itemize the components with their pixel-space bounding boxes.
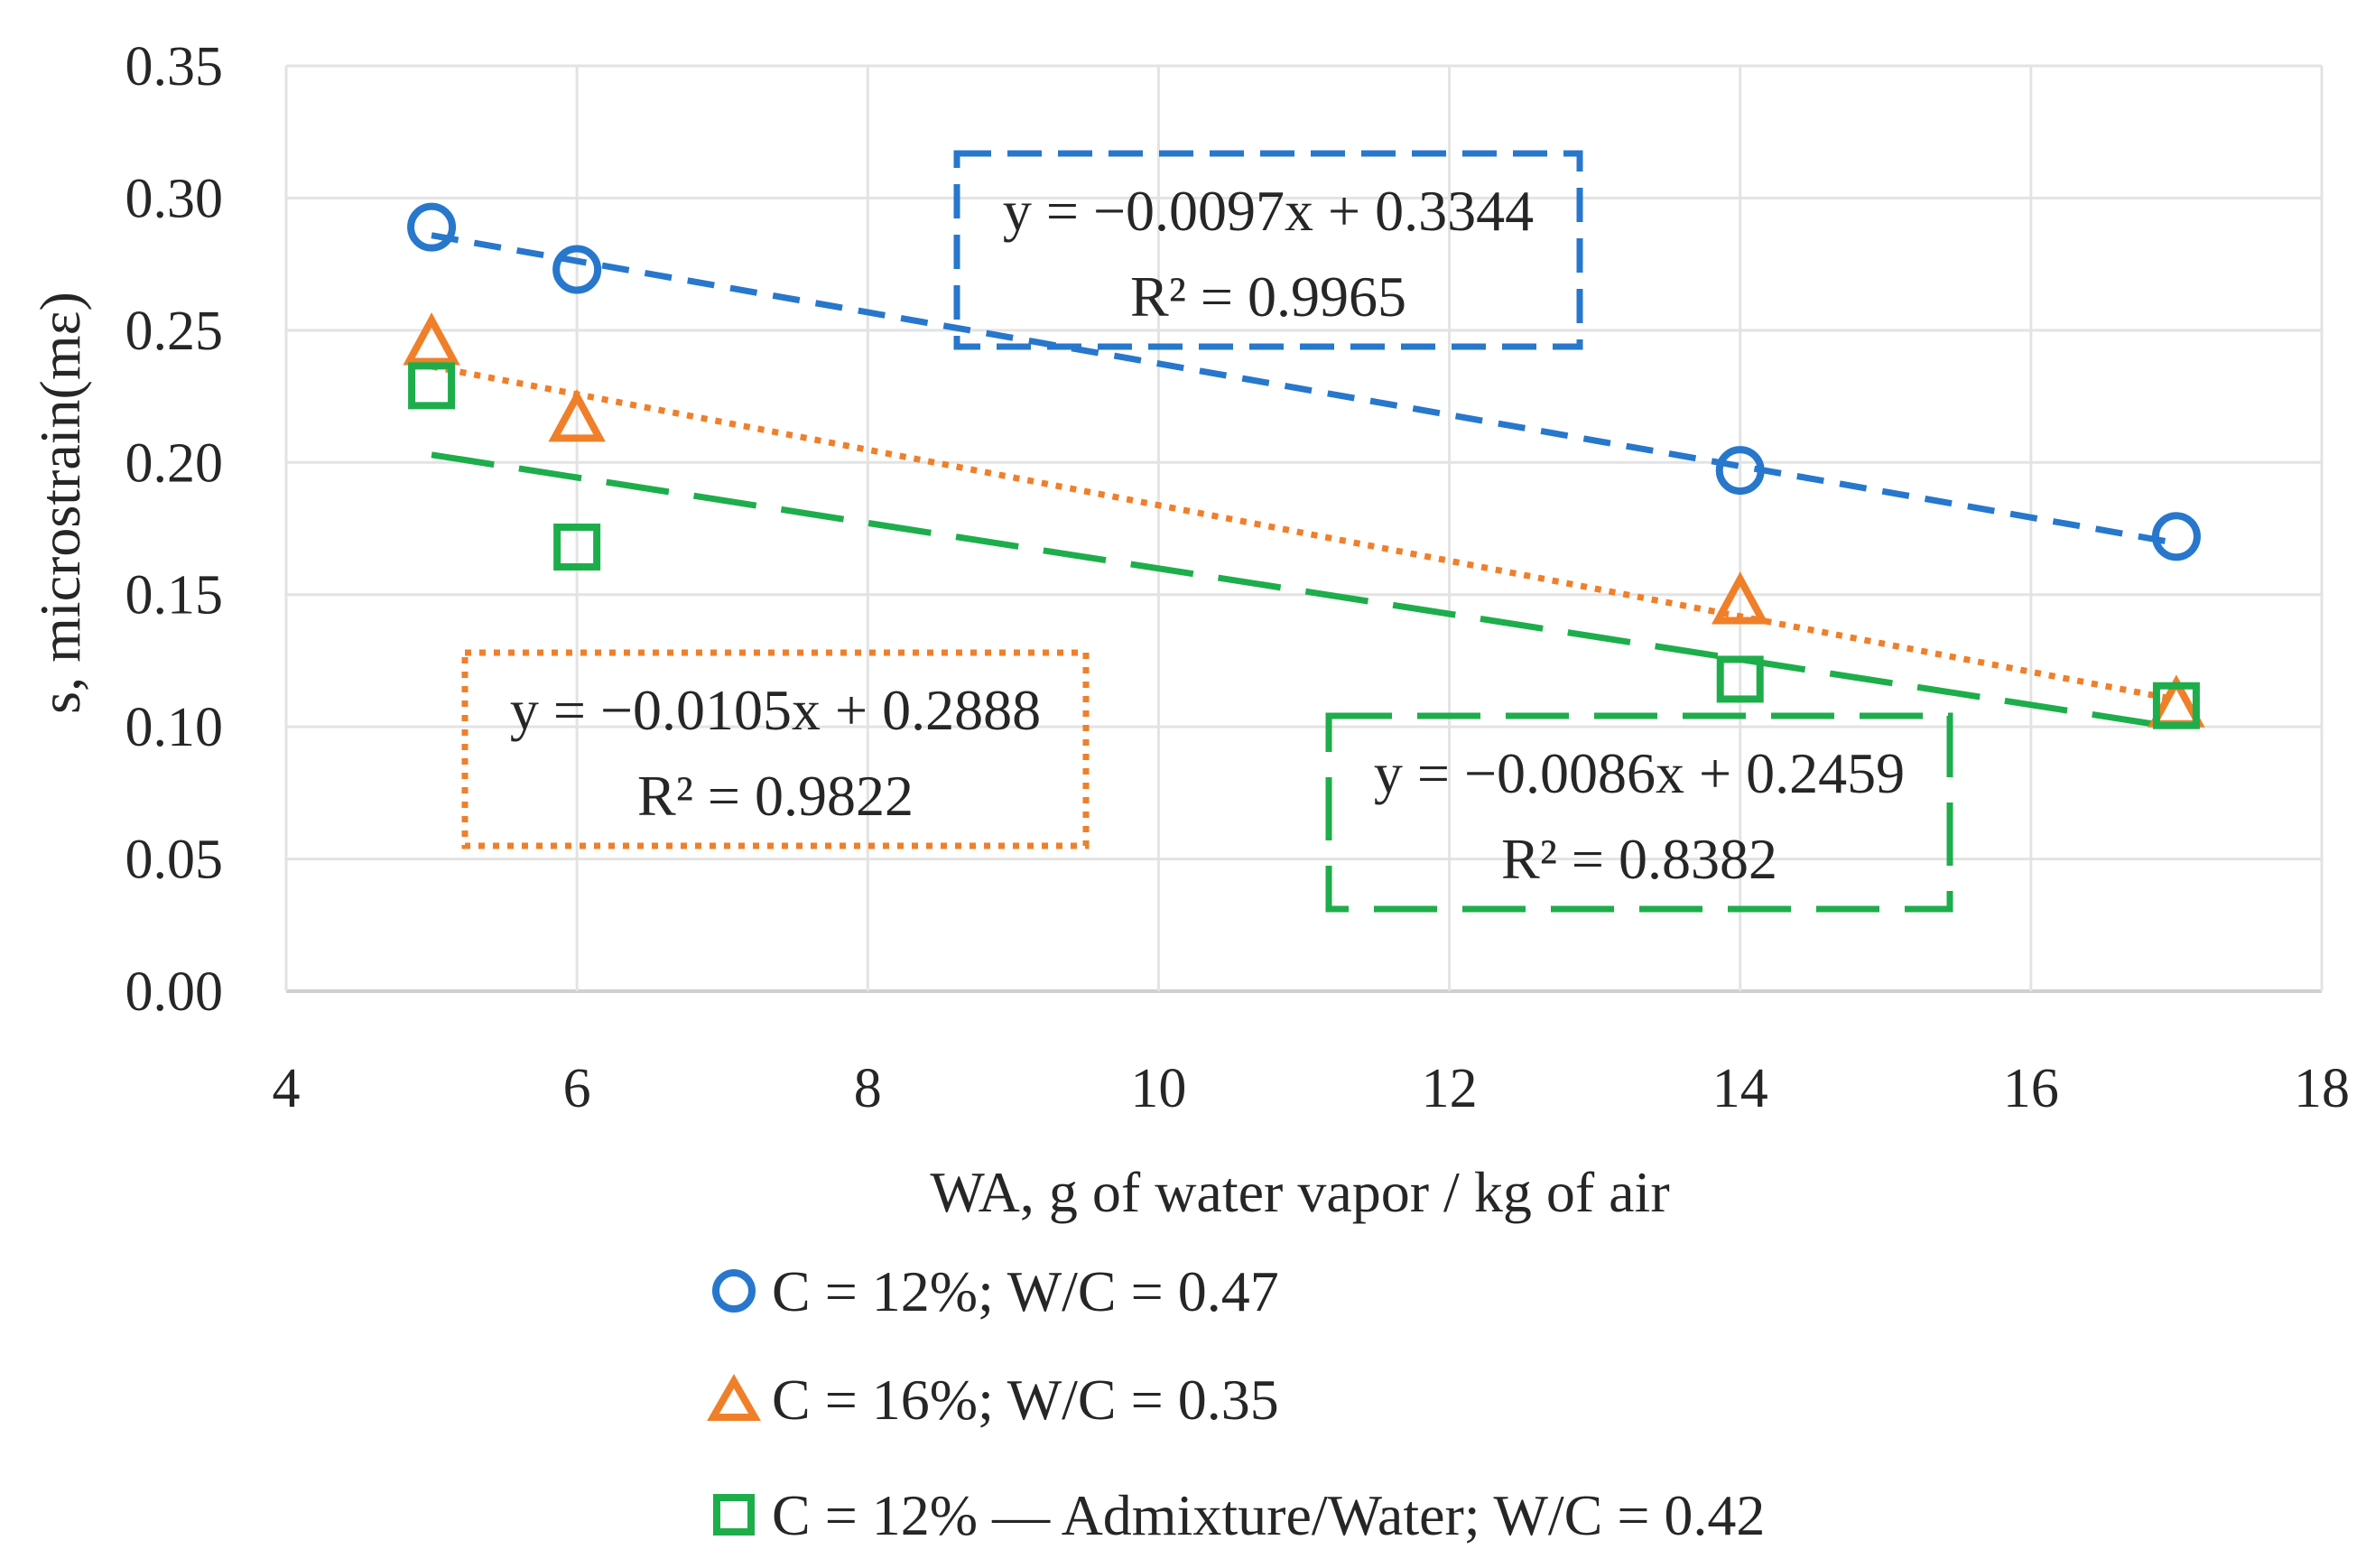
x-tick-label: 8 <box>854 1058 882 1119</box>
trendline-series-2 <box>431 363 2177 703</box>
equation-box-series-3 <box>1325 712 1953 913</box>
x-axis-title: WA, g of water vapor / kg of air <box>930 1160 1669 1224</box>
y-tick-label: 0.15 <box>125 565 224 626</box>
data-point-series-2 <box>403 312 460 366</box>
legend-square-icon <box>713 1494 755 1536</box>
trendline-series-1 <box>431 232 2177 547</box>
y-tick-label: 0.25 <box>125 301 224 362</box>
trendlines <box>431 232 2177 731</box>
x-tick-label: 12 <box>1422 1058 1478 1119</box>
r-squared-series-2: R² = 0.9822 <box>637 764 914 828</box>
y-tick-label: 0.00 <box>125 961 224 1023</box>
legend-label-series-1: C = 12%; W/C = 0.47 <box>772 1259 1279 1323</box>
r-squared-series-1: R² = 0.9965 <box>1130 264 1406 329</box>
x-axis-ticks: 4 6 8 10 12 14 16 18 <box>273 1058 2351 1119</box>
trendline-series-3 <box>431 451 2177 731</box>
data-point-series-3 <box>2152 682 2200 729</box>
y-tick-label: 0.35 <box>125 36 224 97</box>
y-tick-label: 0.20 <box>125 432 224 494</box>
x-tick-label: 18 <box>2294 1058 2350 1119</box>
x-tick-label: 16 <box>2003 1058 2059 1119</box>
equation-box-series-1 <box>953 150 1583 350</box>
data-point-series-3 <box>408 362 456 410</box>
data-point-series-3 <box>553 524 601 571</box>
data-point-series-2 <box>548 389 606 442</box>
y-tick-label: 0.05 <box>125 830 224 891</box>
data-point-series-1 <box>552 245 602 294</box>
y-tick-label: 0.10 <box>125 697 224 758</box>
x-tick-label: 4 <box>273 1058 301 1119</box>
legend: C = 12%; W/C = 0.47 C = 16%; W/C = 0.35 … <box>707 1259 1765 1547</box>
legend-label-series-3: C = 12% — Admixture/Water; W/C = 0.42 <box>772 1483 1765 1547</box>
x-tick-label: 14 <box>1712 1058 1768 1119</box>
data-point-series-2 <box>1711 571 1769 625</box>
data-point-series-3 <box>1716 655 1764 703</box>
r-squared-series-3: R² = 0.8382 <box>1501 827 1777 891</box>
legend-label-series-2: C = 16%; W/C = 0.35 <box>772 1368 1279 1432</box>
data-points <box>403 202 2205 729</box>
legend-triangle-icon <box>707 1373 761 1421</box>
equation-box-series-2 <box>461 649 1090 849</box>
data-point-series-1 <box>407 202 457 252</box>
equation-series-1: y = −0.0097x + 0.3344 <box>1003 179 1534 243</box>
x-tick-label: 10 <box>1130 1058 1186 1119</box>
data-point-series-1 <box>1715 446 1765 496</box>
data-point-series-1 <box>2151 512 2201 561</box>
y-axis-ticks: 0.00 0.05 0.10 0.15 0.20 0.25 0.30 0.35 <box>125 36 224 1023</box>
gridlines <box>284 64 2324 993</box>
x-tick-label: 6 <box>563 1058 591 1119</box>
legend-circle-icon <box>712 1269 756 1313</box>
y-tick-label: 0.30 <box>125 168 224 229</box>
y-axis-title: s, microstrain(mε) <box>28 292 92 714</box>
equation-series-2: y = −0.0105x + 0.2888 <box>510 678 1041 742</box>
equation-series-3: y = −0.0086x + 0.2459 <box>1374 741 1905 805</box>
